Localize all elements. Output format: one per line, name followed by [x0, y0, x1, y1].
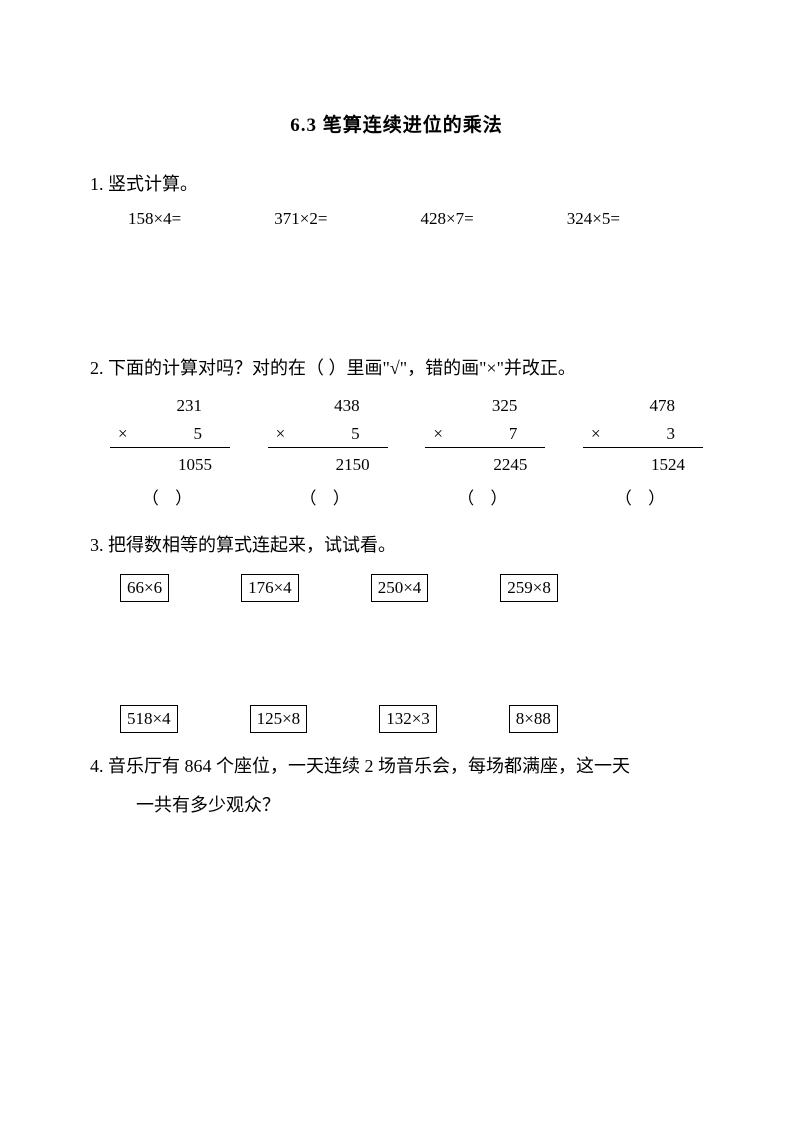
multiplier-row: × 7	[425, 420, 545, 448]
q1-item: 324×5=	[557, 209, 703, 229]
q2-verticals-row: 231 × 5 1055 （ ） 438 × 5 2150 （ ） 325 × …	[90, 392, 703, 516]
answer-paren: （ ）	[583, 482, 703, 516]
times-sign: ×	[433, 420, 443, 445]
expr-box: 125×8	[250, 705, 308, 733]
q1-item: 371×2=	[264, 209, 410, 229]
q3-row-bottom: 518×4 125×8 132×3 8×88	[90, 705, 703, 733]
expr-box: 259×8	[500, 574, 558, 602]
multiplier-row: × 3	[583, 420, 703, 448]
page-title: 6.3 笔算连续进位的乘法	[90, 110, 703, 137]
multiplier: 7	[509, 420, 518, 445]
q4-line1: 4. 音乐厅有 864 个座位，一天连续 2 场音乐会，每场都满座，这一天	[90, 747, 703, 787]
q1-item: 158×4=	[118, 209, 264, 229]
worksheet-page: 6.3 笔算连续进位的乘法 1. 竖式计算。 158×4= 371×2= 428…	[0, 0, 793, 1122]
q3-row-top: 66×6 176×4 250×4 259×8	[90, 574, 703, 602]
multiplier-row: × 5	[110, 420, 230, 448]
q2-prompt: 2. 下面的计算对吗？对的在（ ）里画"√"，错的画"×"并改正。	[90, 349, 703, 389]
multiplicand: 231	[110, 392, 230, 420]
times-sign: ×	[118, 420, 128, 445]
multiplier: 5	[194, 420, 203, 445]
expr-box: 250×4	[371, 574, 429, 602]
q1-item: 428×7=	[411, 209, 557, 229]
times-sign: ×	[276, 420, 286, 445]
expr-box: 518×4	[120, 705, 178, 733]
times-sign: ×	[591, 420, 601, 445]
result: 1055	[110, 448, 230, 482]
result: 1524	[583, 448, 703, 482]
q1-items-row: 158×4= 371×2= 428×7= 324×5=	[90, 209, 703, 229]
multiplicand: 438	[268, 392, 388, 420]
answer-paren: （ ）	[110, 482, 230, 516]
multiplicand: 478	[583, 392, 703, 420]
q1-prompt: 1. 竖式计算。	[90, 165, 703, 205]
q3-prompt: 3. 把得数相等的算式连起来，试试看。	[90, 526, 703, 566]
expr-box: 176×4	[241, 574, 299, 602]
expr-box: 66×6	[120, 574, 169, 602]
expr-box: 8×88	[509, 705, 558, 733]
multiplicand: 325	[425, 392, 545, 420]
q4-block: 4. 音乐厅有 864 个座位，一天连续 2 场音乐会，每场都满座，这一天 一共…	[90, 747, 703, 826]
vertical-calc: 438 × 5 2150 （ ）	[268, 392, 388, 516]
multiplier: 3	[666, 420, 675, 445]
multiplier-row: × 5	[268, 420, 388, 448]
workspace-gap	[90, 229, 703, 349]
answer-paren: （ ）	[268, 482, 388, 516]
vertical-calc: 325 × 7 2245 （ ）	[425, 392, 545, 516]
matching-gap	[90, 602, 703, 697]
vertical-calc: 478 × 3 1524 （ ）	[583, 392, 703, 516]
q4-line2: 一共有多少观众？	[90, 786, 703, 826]
multiplier: 5	[351, 420, 360, 445]
result: 2245	[425, 448, 545, 482]
answer-paren: （ ）	[425, 482, 545, 516]
result: 2150	[268, 448, 388, 482]
expr-box: 132×3	[379, 705, 437, 733]
vertical-calc: 231 × 5 1055 （ ）	[110, 392, 230, 516]
